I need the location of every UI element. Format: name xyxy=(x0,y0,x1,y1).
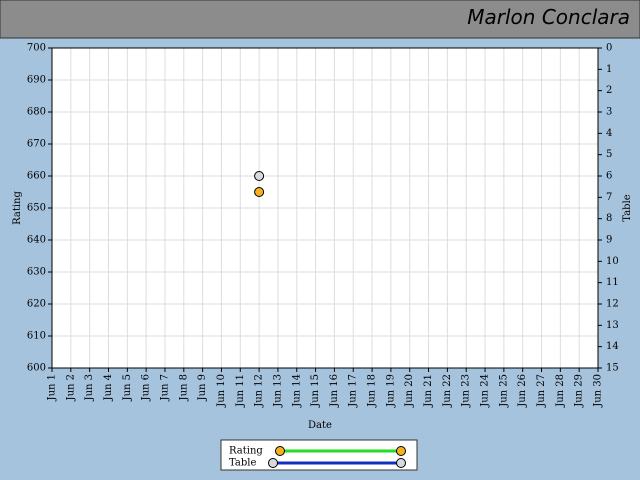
y2-tick-label: 7 xyxy=(606,192,612,203)
header-title: Marlon Conclara xyxy=(467,5,630,29)
x-tick-label: Jun 1 xyxy=(47,374,58,401)
y2-tick-label: 8 xyxy=(606,213,612,224)
legend-marker xyxy=(275,446,285,456)
legend-label: Table xyxy=(229,458,256,469)
x-tick-label: Jun 5 xyxy=(122,374,133,401)
y2-tick-label: 11 xyxy=(606,277,619,288)
y-tick-label: 690 xyxy=(27,75,46,86)
y2-tick-label: 3 xyxy=(606,107,612,118)
y2-tick-label: 1 xyxy=(606,64,612,75)
legend-label: Rating xyxy=(229,446,263,457)
y2-tick-label: 4 xyxy=(606,128,612,139)
y-tick-label: 670 xyxy=(27,139,46,150)
y-tick-label: 600 xyxy=(27,363,46,374)
y2-tick-label: 9 xyxy=(606,235,612,246)
y-tick-label: 620 xyxy=(27,299,46,310)
x-tick-label: Jun 6 xyxy=(141,374,152,401)
x-tick-label: Jun 23 xyxy=(461,374,472,408)
x-tick-label: Jun 3 xyxy=(84,374,95,401)
y2-tick-label: 6 xyxy=(606,171,612,182)
x-tick-label: Jun 26 xyxy=(517,374,528,408)
x-axis-label: Date xyxy=(308,420,332,431)
y-tick-label: 660 xyxy=(27,171,46,182)
point xyxy=(254,187,265,197)
y2-tick-label: 12 xyxy=(606,299,619,310)
x-tick-label: Jun 24 xyxy=(480,374,491,408)
y-tick-label: 630 xyxy=(27,267,46,278)
legend-marker xyxy=(268,458,278,468)
y-tick-label: 680 xyxy=(27,107,46,118)
y-tick-label: 610 xyxy=(27,331,46,342)
x-tick-label: Jun 13 xyxy=(272,374,283,408)
y2-axis-label: Table xyxy=(622,194,633,221)
x-tick-label: Jun 29 xyxy=(574,374,585,408)
y2-tick-label: 2 xyxy=(606,85,612,96)
legend-marker xyxy=(396,458,406,468)
x-tick-label: Jun 11 xyxy=(235,374,246,408)
x-tick-label: Jun 30 xyxy=(593,374,604,408)
x-tick-label: Jun 14 xyxy=(291,374,302,408)
legend-marker xyxy=(396,446,406,456)
x-tick-label: Jun 7 xyxy=(159,374,170,401)
y2-tick-label: 10 xyxy=(606,256,619,267)
y-tick-label: 650 xyxy=(27,203,46,214)
x-tick-label: Jun 18 xyxy=(367,374,378,408)
y2-tick-label: 5 xyxy=(606,149,612,160)
x-tick-label: Jun 2 xyxy=(65,374,76,401)
x-tick-label: Jun 22 xyxy=(442,374,453,408)
x-tick-label: Jun 16 xyxy=(329,374,340,408)
y2-tick-label: 13 xyxy=(606,320,619,331)
x-tick-label: Jun 25 xyxy=(498,374,509,408)
y2-tick-label: 15 xyxy=(606,363,619,374)
x-tick-label: Jun 17 xyxy=(348,374,359,408)
x-tick-label: Jun 12 xyxy=(254,374,265,408)
legend xyxy=(220,439,418,471)
y2-tick-label: 14 xyxy=(606,341,619,352)
x-tick-label: Jun 4 xyxy=(103,374,114,401)
x-tick-label: Jun 28 xyxy=(555,374,566,408)
x-tick-label: Jun 15 xyxy=(310,374,321,408)
header-bar xyxy=(0,0,640,39)
y2-tick-label: 0 xyxy=(606,43,612,54)
x-tick-label: Jun 10 xyxy=(216,374,227,408)
plot-border xyxy=(51,47,599,369)
x-tick-label: Jun 20 xyxy=(404,374,415,408)
x-tick-label: Jun 19 xyxy=(385,374,396,408)
y-tick-label: 640 xyxy=(27,235,46,246)
x-tick-label: Jun 27 xyxy=(536,374,547,408)
y-tick-label: 700 xyxy=(27,43,46,54)
x-tick-label: Jun 21 xyxy=(423,374,434,408)
x-tick-label: Jun 8 xyxy=(178,374,189,401)
point xyxy=(254,171,265,181)
x-tick-label: Jun 9 xyxy=(197,374,208,401)
y-axis-label: Rating xyxy=(12,191,23,225)
